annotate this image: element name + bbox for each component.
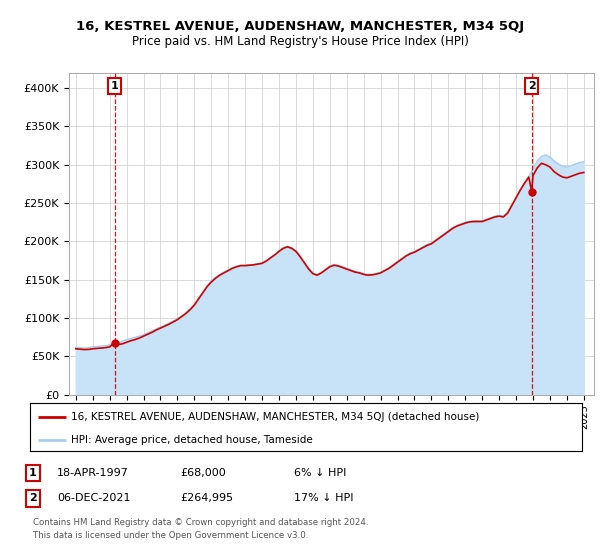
Text: Contains HM Land Registry data © Crown copyright and database right 2024.
This d: Contains HM Land Registry data © Crown c… — [33, 519, 368, 540]
Text: 2: 2 — [29, 493, 37, 503]
Text: 1: 1 — [110, 81, 118, 91]
Text: 1: 1 — [29, 468, 37, 478]
Text: 17% ↓ HPI: 17% ↓ HPI — [294, 493, 353, 503]
Text: Price paid vs. HM Land Registry's House Price Index (HPI): Price paid vs. HM Land Registry's House … — [131, 35, 469, 48]
Text: £264,995: £264,995 — [180, 493, 233, 503]
Text: HPI: Average price, detached house, Tameside: HPI: Average price, detached house, Tame… — [71, 435, 313, 445]
Text: 06-DEC-2021: 06-DEC-2021 — [57, 493, 131, 503]
Text: 18-APR-1997: 18-APR-1997 — [57, 468, 129, 478]
Text: 2: 2 — [528, 81, 536, 91]
Text: £68,000: £68,000 — [180, 468, 226, 478]
Text: 6% ↓ HPI: 6% ↓ HPI — [294, 468, 346, 478]
Text: 16, KESTREL AVENUE, AUDENSHAW, MANCHESTER, M34 5QJ (detached house): 16, KESTREL AVENUE, AUDENSHAW, MANCHESTE… — [71, 412, 480, 422]
Text: 16, KESTREL AVENUE, AUDENSHAW, MANCHESTER, M34 5QJ: 16, KESTREL AVENUE, AUDENSHAW, MANCHESTE… — [76, 20, 524, 32]
